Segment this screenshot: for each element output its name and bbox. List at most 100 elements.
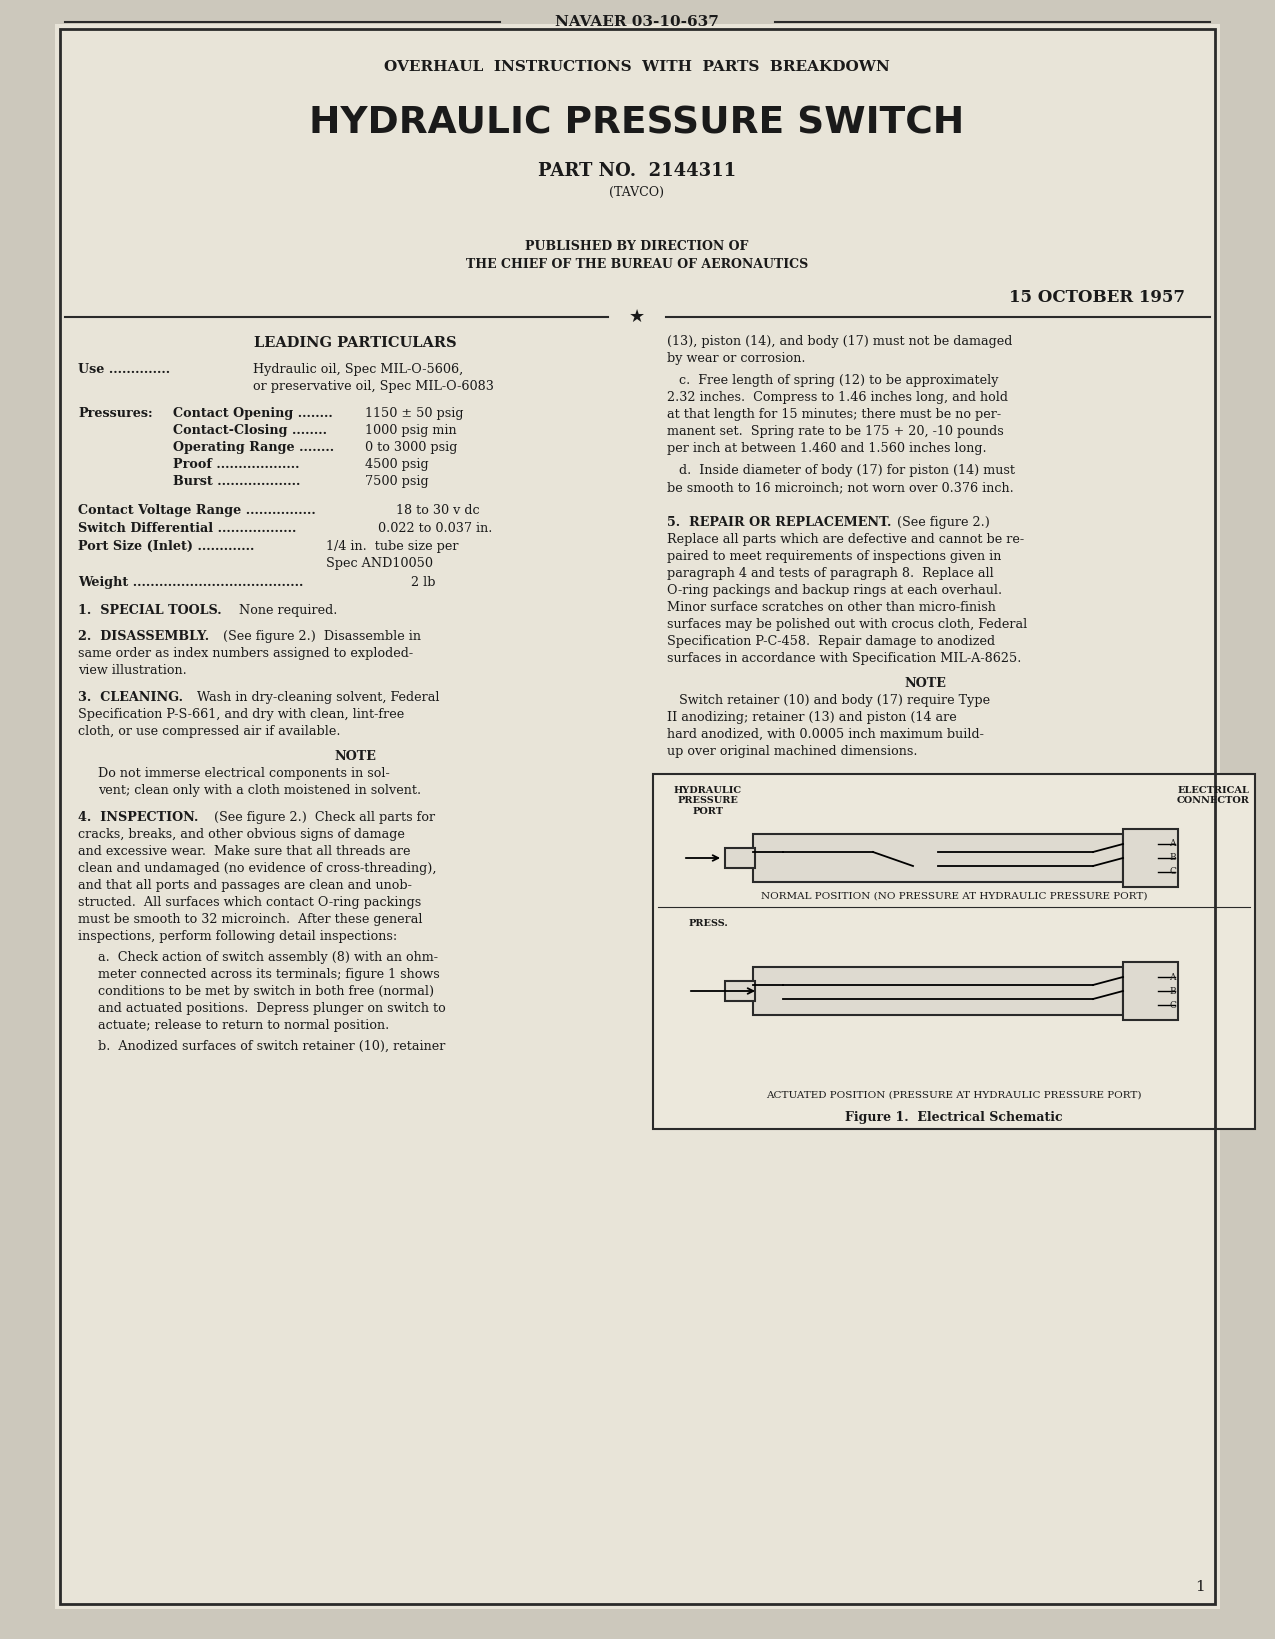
- Text: 2.32 inches.  Compress to 1.46 inches long, and hold: 2.32 inches. Compress to 1.46 inches lon…: [667, 392, 1009, 403]
- Text: (13), piston (14), and body (17) must not be damaged: (13), piston (14), and body (17) must no…: [667, 334, 1012, 347]
- Text: surfaces may be polished out with crocus cloth, Federal: surfaces may be polished out with crocus…: [667, 618, 1028, 631]
- Text: surfaces in accordance with Specification MIL-A-8625.: surfaces in accordance with Specificatio…: [667, 652, 1021, 665]
- Text: and that all ports and passages are clean and unob-: and that all ports and passages are clea…: [78, 879, 412, 892]
- Text: Proof ...................: Proof ...................: [173, 457, 300, 470]
- Text: Minor surface scratches on other than micro-finish: Minor surface scratches on other than mi…: [667, 602, 996, 615]
- Text: or preservative oil, Spec MIL-O-6083: or preservative oil, Spec MIL-O-6083: [252, 380, 493, 393]
- Text: 2 lb: 2 lb: [411, 575, 436, 588]
- Text: II anodizing; retainer (13) and piston (14 are: II anodizing; retainer (13) and piston (…: [667, 711, 956, 724]
- Text: None required.: None required.: [231, 605, 338, 616]
- Text: NOTE: NOTE: [904, 677, 946, 690]
- Text: 5.  REPAIR OR REPLACEMENT.: 5. REPAIR OR REPLACEMENT.: [667, 516, 891, 529]
- FancyBboxPatch shape: [653, 774, 1255, 1129]
- Text: actuate; release to return to normal position.: actuate; release to return to normal pos…: [98, 1019, 389, 1033]
- Text: Figure 1.  Electrical Schematic: Figure 1. Electrical Schematic: [845, 1111, 1063, 1124]
- Text: Contact-Closing ........: Contact-Closing ........: [173, 425, 326, 438]
- Text: 1: 1: [1195, 1580, 1205, 1595]
- Text: Weight .......................................: Weight .................................…: [78, 575, 303, 588]
- Text: HYDRAULIC PRESSURE SWITCH: HYDRAULIC PRESSURE SWITCH: [310, 107, 965, 143]
- FancyBboxPatch shape: [1123, 962, 1178, 1019]
- Text: NORMAL POSITION (NO PRESSURE AT HYDRAULIC PRESSURE PORT): NORMAL POSITION (NO PRESSURE AT HYDRAULI…: [761, 892, 1148, 901]
- Text: hard anodized, with 0.0005 inch maximum build-: hard anodized, with 0.0005 inch maximum …: [667, 728, 984, 741]
- Text: cloth, or use compressed air if available.: cloth, or use compressed air if availabl…: [78, 724, 340, 738]
- Text: paired to meet requirements of inspections given in: paired to meet requirements of inspectio…: [667, 551, 1001, 564]
- Text: conditions to be met by switch in both free (normal): conditions to be met by switch in both f…: [98, 985, 434, 998]
- Text: (See figure 2.)  Check all parts for: (See figure 2.) Check all parts for: [207, 811, 435, 824]
- Text: up over original machined dimensions.: up over original machined dimensions.: [667, 746, 918, 757]
- Text: ACTUATED POSITION (PRESSURE AT HYDRAULIC PRESSURE PORT): ACTUATED POSITION (PRESSURE AT HYDRAULIC…: [766, 1092, 1141, 1100]
- Text: Contact Opening ........: Contact Opening ........: [173, 406, 333, 420]
- Text: structed.  All surfaces which contact O-ring packings: structed. All surfaces which contact O-r…: [78, 897, 421, 910]
- Text: NOTE: NOTE: [334, 751, 376, 764]
- Text: b.  Anodized surfaces of switch retainer (10), retainer: b. Anodized surfaces of switch retainer …: [98, 1041, 445, 1052]
- Text: 18 to 30 v dc: 18 to 30 v dc: [397, 505, 479, 516]
- Text: (TAVCO): (TAVCO): [609, 185, 664, 198]
- Text: vent; clean only with a cloth moistened in solvent.: vent; clean only with a cloth moistened …: [98, 783, 421, 797]
- Text: B: B: [1169, 854, 1176, 862]
- FancyBboxPatch shape: [754, 967, 1123, 1015]
- Text: at that length for 15 minutes; there must be no per-: at that length for 15 minutes; there mus…: [667, 408, 1001, 421]
- Text: 4500 psig: 4500 psig: [365, 457, 428, 470]
- FancyBboxPatch shape: [725, 847, 755, 869]
- Text: B: B: [1169, 987, 1176, 995]
- Text: Spec AND10050: Spec AND10050: [326, 557, 434, 570]
- Text: per inch at between 1.460 and 1.560 inches long.: per inch at between 1.460 and 1.560 inch…: [667, 443, 987, 456]
- Text: inspections, perform following detail inspections:: inspections, perform following detail in…: [78, 929, 398, 942]
- Text: manent set.  Spring rate to be 175 + 20, -10 pounds: manent set. Spring rate to be 175 + 20, …: [667, 425, 1003, 438]
- Text: Specification P-C-458.  Repair damage to anodized: Specification P-C-458. Repair damage to …: [667, 634, 994, 647]
- Text: and excessive wear.  Make sure that all threads are: and excessive wear. Make sure that all t…: [78, 846, 411, 857]
- Text: ★: ★: [629, 308, 645, 326]
- Text: same order as index numbers assigned to exploded-: same order as index numbers assigned to …: [78, 647, 413, 661]
- Text: PUBLISHED BY DIRECTION OF: PUBLISHED BY DIRECTION OF: [525, 239, 748, 252]
- Text: (See figure 2.): (See figure 2.): [889, 516, 989, 529]
- Text: d.  Inside diameter of body (17) for piston (14) must: d. Inside diameter of body (17) for pist…: [667, 464, 1015, 477]
- Text: 1/4 in.  tube size per: 1/4 in. tube size per: [326, 539, 459, 552]
- Text: be smooth to 16 microinch; not worn over 0.376 inch.: be smooth to 16 microinch; not worn over…: [667, 480, 1014, 493]
- Text: 2.  DISASSEMBLY.: 2. DISASSEMBLY.: [78, 629, 209, 642]
- Text: PART NO.  2144311: PART NO. 2144311: [538, 162, 736, 180]
- Text: Burst ...................: Burst ...................: [173, 475, 301, 488]
- Text: clean and undamaged (no evidence of cross-threading),: clean and undamaged (no evidence of cros…: [78, 862, 436, 875]
- Text: 7500 psig: 7500 psig: [365, 475, 428, 488]
- FancyBboxPatch shape: [725, 982, 755, 1001]
- Text: paragraph 4 and tests of paragraph 8.  Replace all: paragraph 4 and tests of paragraph 8. Re…: [667, 567, 993, 580]
- Text: 1.  SPECIAL TOOLS.: 1. SPECIAL TOOLS.: [78, 605, 222, 616]
- Text: c.  Free length of spring (12) to be approximately: c. Free length of spring (12) to be appr…: [667, 374, 998, 387]
- Text: Use ..............: Use ..............: [78, 362, 170, 375]
- Text: Operating Range ........: Operating Range ........: [173, 441, 334, 454]
- Text: OVERHAUL  INSTRUCTIONS  WITH  PARTS  BREAKDOWN: OVERHAUL INSTRUCTIONS WITH PARTS BREAKDO…: [384, 61, 890, 74]
- Text: C: C: [1169, 1000, 1176, 1010]
- Text: 3.  CLEANING.: 3. CLEANING.: [78, 692, 184, 705]
- Text: 1000 psig min: 1000 psig min: [365, 425, 456, 438]
- FancyBboxPatch shape: [55, 25, 1220, 1609]
- Text: Contact Voltage Range ................: Contact Voltage Range ................: [78, 505, 316, 516]
- Text: ELECTRICAL
CONNECTOR: ELECTRICAL CONNECTOR: [1177, 787, 1250, 805]
- Text: meter connected across its terminals; figure 1 shows: meter connected across its terminals; fi…: [98, 969, 440, 982]
- Text: Do not immerse electrical components in sol-: Do not immerse electrical components in …: [98, 767, 390, 780]
- Text: Switch retainer (10) and body (17) require Type: Switch retainer (10) and body (17) requi…: [667, 693, 991, 706]
- FancyBboxPatch shape: [1123, 829, 1178, 887]
- Text: Hydraulic oil, Spec MIL-O-5606,: Hydraulic oil, Spec MIL-O-5606,: [252, 362, 463, 375]
- Text: A: A: [1169, 839, 1176, 849]
- Text: 15 OCTOBER 1957: 15 OCTOBER 1957: [1009, 288, 1184, 305]
- Text: HYDRAULIC
PRESSURE
PORT: HYDRAULIC PRESSURE PORT: [674, 787, 742, 816]
- Text: Replace all parts which are defective and cannot be re-: Replace all parts which are defective an…: [667, 533, 1024, 546]
- Text: Specification P-S-661, and dry with clean, lint-free: Specification P-S-661, and dry with clea…: [78, 708, 404, 721]
- Text: by wear or corrosion.: by wear or corrosion.: [667, 352, 806, 365]
- Text: and actuated positions.  Depress plunger on switch to: and actuated positions. Depress plunger …: [98, 1001, 446, 1015]
- FancyBboxPatch shape: [754, 834, 1123, 882]
- Text: LEADING PARTICULARS: LEADING PARTICULARS: [254, 336, 456, 351]
- Text: 0 to 3000 psig: 0 to 3000 psig: [365, 441, 458, 454]
- Text: THE CHIEF OF THE BUREAU OF AERONAUTICS: THE CHIEF OF THE BUREAU OF AERONAUTICS: [465, 257, 808, 270]
- Text: a.  Check action of switch assembly (8) with an ohm-: a. Check action of switch assembly (8) w…: [98, 951, 439, 964]
- Text: C: C: [1169, 867, 1176, 877]
- Text: Pressures:: Pressures:: [78, 406, 153, 420]
- Text: 0.022 to 0.037 in.: 0.022 to 0.037 in.: [377, 521, 492, 534]
- Text: 4.  INSPECTION.: 4. INSPECTION.: [78, 811, 199, 824]
- Text: O-ring packings and backup rings at each overhaul.: O-ring packings and backup rings at each…: [667, 583, 1002, 597]
- Text: Switch Differential ..................: Switch Differential ..................: [78, 521, 296, 534]
- Text: 1150 ± 50 psig: 1150 ± 50 psig: [365, 406, 464, 420]
- Text: PRESS.: PRESS.: [688, 919, 728, 928]
- Text: must be smooth to 32 microinch.  After these general: must be smooth to 32 microinch. After th…: [78, 913, 422, 926]
- Text: (See figure 2.)  Disassemble in: (See figure 2.) Disassemble in: [215, 629, 421, 642]
